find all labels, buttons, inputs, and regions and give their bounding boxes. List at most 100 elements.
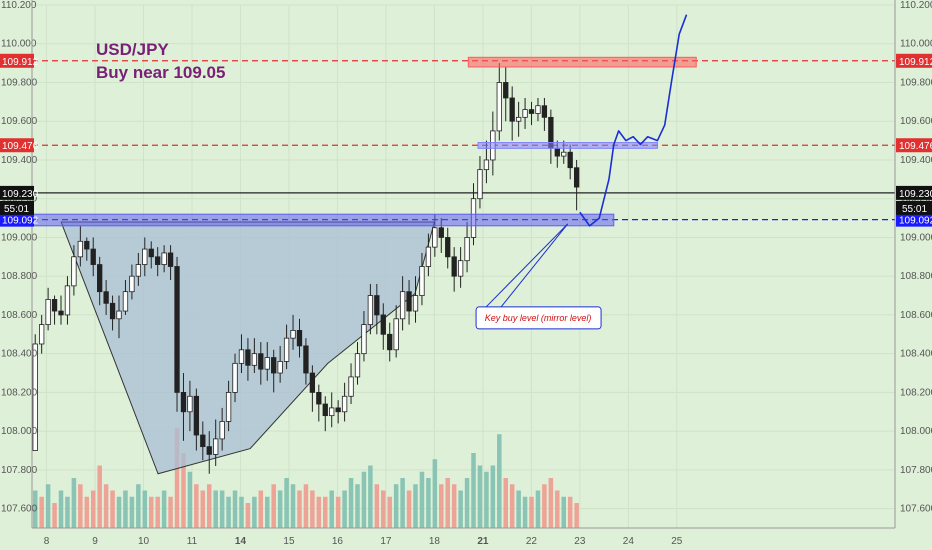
candle-body-23 [180, 392, 187, 413]
volume-bar-36 [265, 496, 270, 528]
volume-bar-63 [439, 484, 444, 528]
candle-body-6 [71, 256, 77, 287]
candle-body-9 [90, 248, 96, 265]
volume-bar-23 [181, 453, 186, 528]
candle-body-10 [97, 264, 103, 293]
candle-body-5 [64, 285, 71, 316]
candle-body-33 [245, 349, 251, 366]
candle-body-14 [122, 291, 129, 312]
projection-layer [579, 14, 688, 227]
projection-path [579, 14, 688, 227]
x-tick-1: 9 [92, 536, 98, 547]
x-tick-12: 24 [623, 536, 635, 547]
y-tick-left-2: 108.000 [1, 426, 38, 437]
volume-bar-2 [45, 484, 51, 528]
chart-title: USD/JPY [96, 40, 169, 59]
candle-body-57 [399, 291, 406, 320]
candle-body-77 [528, 109, 535, 114]
volume-bar-62 [432, 459, 438, 528]
volume-bar-35 [258, 490, 264, 528]
x-tick-7: 17 [380, 536, 392, 547]
candle-body-8 [84, 240, 90, 250]
badge-right-bg-current [896, 185, 932, 200]
badge-right-bg-support [896, 212, 932, 227]
candle-body-35 [258, 353, 264, 370]
volume-bar-31 [232, 490, 238, 528]
volume-bar-26 [200, 490, 206, 528]
candle-body-0 [32, 343, 38, 451]
timer-badge-left: 55:01 [4, 204, 29, 215]
candle-body-44 [316, 392, 322, 405]
y-tick-left-11: 109.800 [1, 77, 38, 88]
x-tick-8: 18 [429, 536, 441, 547]
y-tick-left-6: 108.800 [1, 271, 38, 282]
timer-badge-right: 55:01 [902, 204, 927, 215]
volume-bar-10 [97, 465, 102, 528]
candle-body-56 [393, 318, 399, 351]
volume-bar-12 [110, 490, 115, 528]
y-tick-right-10: 109.600 [900, 116, 932, 127]
volume-bar-56 [393, 484, 399, 528]
badge-right-bg-mid [896, 138, 932, 153]
badge-right-current: 109.230 [899, 189, 932, 200]
volume-bar-40 [290, 484, 296, 528]
candle-body-25 [193, 395, 200, 436]
volume-bar-21 [168, 496, 173, 528]
volume-bar-83 [567, 496, 573, 528]
candle-body-7 [77, 240, 83, 258]
candle-body-63 [438, 227, 444, 238]
y-tick-left-10: 109.600 [1, 116, 38, 127]
candle-body-17 [142, 248, 148, 265]
annotation-pointer-b [500, 223, 569, 308]
candle-body-73 [503, 82, 509, 99]
volume-bar-70 [484, 471, 489, 528]
volume-bar-18 [148, 496, 154, 528]
annotation-box [475, 306, 602, 330]
volume-bar-52 [368, 465, 373, 528]
y-tick-right-5: 108.600 [900, 310, 932, 321]
volume-bar-8 [84, 496, 90, 528]
volume-bar-39 [284, 478, 289, 528]
volume-bar-69 [477, 465, 483, 528]
badge-right-resistance: 109.912 [899, 57, 932, 68]
candle-body-27 [206, 446, 212, 455]
volume-bar-64 [445, 478, 450, 528]
candle-body-69 [477, 169, 483, 200]
candle-body-72 [496, 82, 502, 132]
candle-body-70 [483, 159, 490, 171]
volume-bar-38 [277, 490, 283, 528]
volume-bar-28 [213, 490, 218, 528]
volume-bar-14 [123, 490, 128, 528]
volume-bar-59 [413, 484, 418, 528]
y-tick-right-13: 110.200 [900, 0, 932, 11]
volume-bar-78 [535, 490, 541, 528]
chart-subtitle: Buy near 109.05 [96, 63, 225, 82]
candle-body-16 [135, 264, 142, 277]
zones-layer [31, 56, 697, 227]
candle-body-4 [58, 310, 64, 316]
x-tick-0: 8 [44, 536, 50, 547]
y-tick-right-9: 109.400 [900, 155, 932, 166]
candle-body-11 [103, 291, 109, 304]
support-zone [31, 213, 615, 227]
volume-bar-61 [426, 478, 431, 528]
candle-body-78 [535, 105, 541, 114]
volume-bar-77 [529, 496, 534, 528]
volume-bars [32, 428, 579, 528]
candle-body-52 [367, 295, 374, 326]
volume-bar-32 [239, 496, 244, 528]
candle-body-22 [174, 266, 180, 393]
y-tick-left-4: 108.400 [1, 349, 38, 360]
candle-body-53 [374, 295, 380, 316]
candle-body-82 [561, 151, 567, 157]
candle-body-45 [322, 403, 328, 417]
badge-right-support: 109.092 [899, 216, 932, 227]
candle-body-61 [425, 246, 432, 267]
x-tick-13: 25 [671, 536, 683, 547]
candle-body-20 [161, 252, 167, 265]
y-tick-right-1: 107.800 [900, 465, 932, 476]
volume-bar-46 [329, 490, 334, 528]
badge-right-mid: 109.476 [899, 141, 932, 152]
candle-body-40 [290, 330, 296, 339]
